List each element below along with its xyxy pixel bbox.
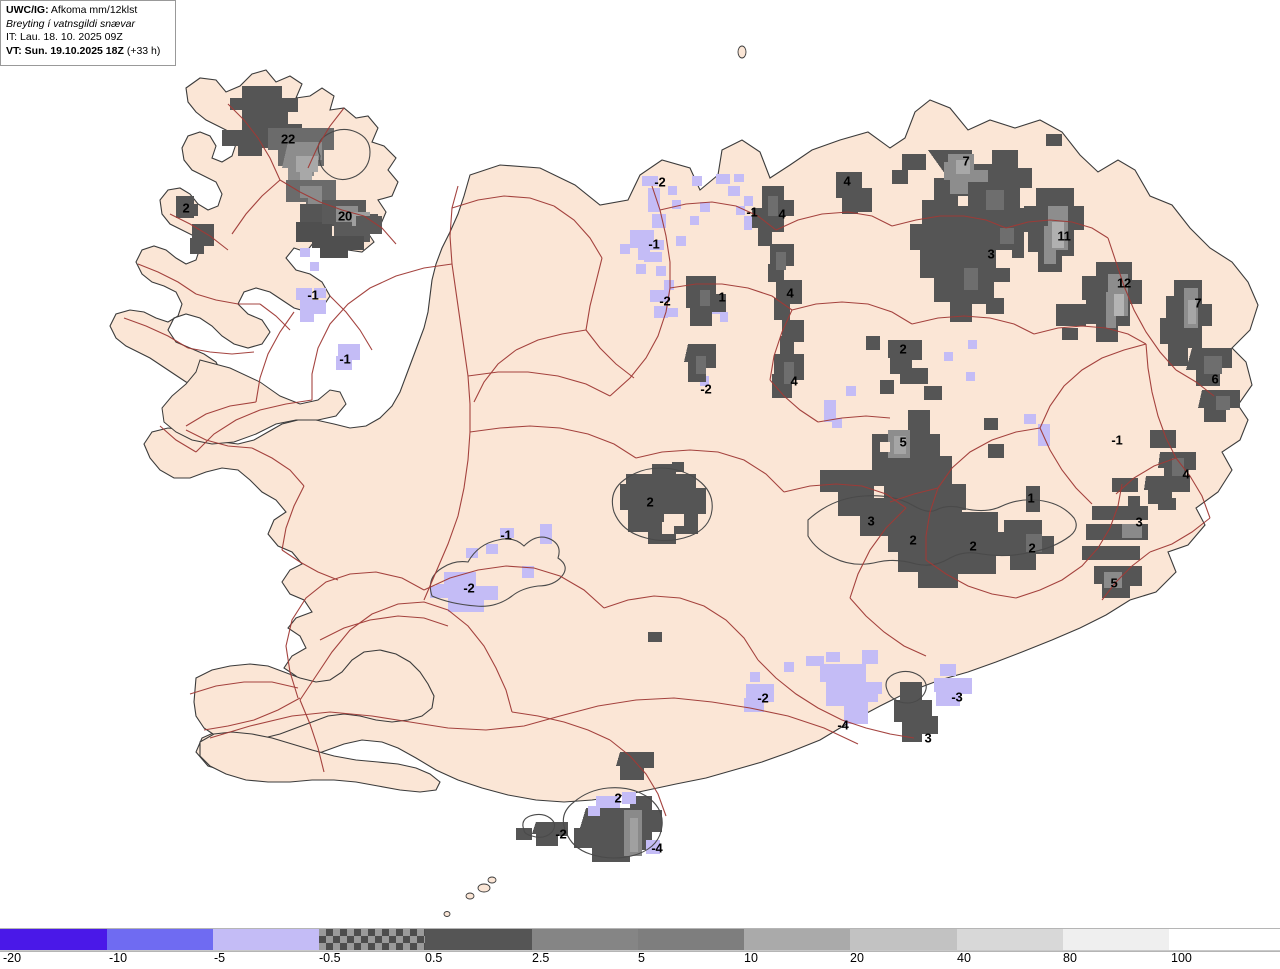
legend-tick-2.5: 2.5 [532, 951, 550, 965]
precip-north-lavender [620, 174, 1050, 446]
precip-blob-nw-small [176, 196, 214, 254]
map-canvas[interactable]: 22 20 -1 -1 2 -2 -1 -2 -2 1 -1 4 4 4 4 7 11 3 12 7 6 -1 4 3 5 2 5 3… [0, 0, 1280, 918]
valid-time-line: VT: Sun. 19.10.2025 18Z (+33 h) [6, 45, 171, 59]
precip-blob-trollaskagi [684, 186, 804, 398]
langjokull-outline [429, 536, 566, 607]
legend-swatch-8 [850, 929, 957, 951]
legend-tick-labels: -20 -10 -5 -0.5 0.5 2.5 5 10 20 40 80 100 [0, 951, 1280, 969]
legend-tick-5: 5 [638, 951, 645, 965]
precip-nw-lavender-1 [336, 344, 360, 370]
legend-swatch-bar [0, 928, 1280, 952]
glacier-outlines [317, 128, 1077, 859]
legend-tick-40: 40 [957, 951, 971, 965]
init-time-label: IT: [6, 31, 18, 43]
legend-swatch-9 [957, 929, 1063, 951]
precip-blob-ne-coast [1082, 262, 1142, 342]
precip-blob-vestfirdir [222, 86, 382, 322]
legend-tick-100: 100 [1171, 951, 1192, 965]
oraefajokull-outline [885, 670, 927, 704]
init-time-line: IT: Lau. 18. 10. 2025 09Z [6, 31, 171, 45]
legend-tick-10: 10 [744, 951, 758, 965]
legend-swatch-5 [532, 929, 638, 951]
legend-swatch-11 [1169, 929, 1280, 951]
legend-swatch-3 [319, 929, 425, 951]
legend-tick-20: 20 [850, 951, 864, 965]
legend-divider [0, 950, 1280, 951]
precip-blob-ne-highlands [836, 134, 1084, 322]
legend-tick--20: -20 [3, 951, 22, 965]
drangajokull-outline [317, 128, 371, 181]
vatnajokull-outline [807, 495, 1077, 566]
legend-tick--10: -10 [109, 951, 128, 965]
model-line: UWC/IG: Afkoma mm/12klst [6, 4, 171, 18]
iceland-map-svg [109, 45, 1259, 917]
valid-time-label: VT: [6, 44, 22, 57]
precipitation-field [176, 86, 1240, 862]
lead-time: (+33 h) [126, 44, 161, 57]
subtitle: Breyting í vatnsgildi snævar [6, 17, 135, 30]
legend-tick-80: 80 [1063, 951, 1077, 965]
precip-blob-east-fjords [1082, 280, 1240, 598]
legend-swatch-2 [213, 929, 319, 951]
parameter-name: Afkoma mm/12klst [50, 4, 138, 16]
legend-swatch-1 [107, 929, 213, 951]
legend-swatch-0 [0, 929, 107, 951]
legend-swatch-4 [425, 929, 532, 951]
precip-blob-south-glaciers [516, 752, 662, 862]
init-time-value: Lau. 18. 10. 2025 09Z [20, 31, 123, 43]
color-scale-legend[interactable]: -20 -10 -5 -0.5 0.5 2.5 5 10 20 40 80 100 [0, 918, 1280, 965]
eyjafjallajokull-outline [522, 813, 556, 838]
valid-time-value: Sun. 19.10.2025 18Z [24, 44, 124, 57]
myrdalsjokull-outline [562, 787, 663, 859]
precip-blob-hofsjokull [620, 462, 706, 544]
outlying-islands [443, 45, 747, 917]
precip-blob-se-coast [648, 632, 972, 742]
legend-swatch-6 [638, 929, 744, 951]
model-name: UWC/IG: [6, 4, 49, 16]
forecast-info-box: UWC/IG: Afkoma mm/12klst Breyting í vatn… [0, 0, 176, 66]
road-network [123, 103, 1215, 817]
legend-tick-0.5: 0.5 [425, 951, 443, 965]
legend-tick--5: -5 [214, 951, 226, 965]
legend-tick--0.5: -0.5 [319, 951, 341, 965]
hofsjokull-outline [611, 467, 713, 542]
reykjanes-peninsula [199, 731, 441, 793]
legend-swatch-7 [744, 929, 850, 951]
legend-swatch-10 [1063, 929, 1169, 951]
